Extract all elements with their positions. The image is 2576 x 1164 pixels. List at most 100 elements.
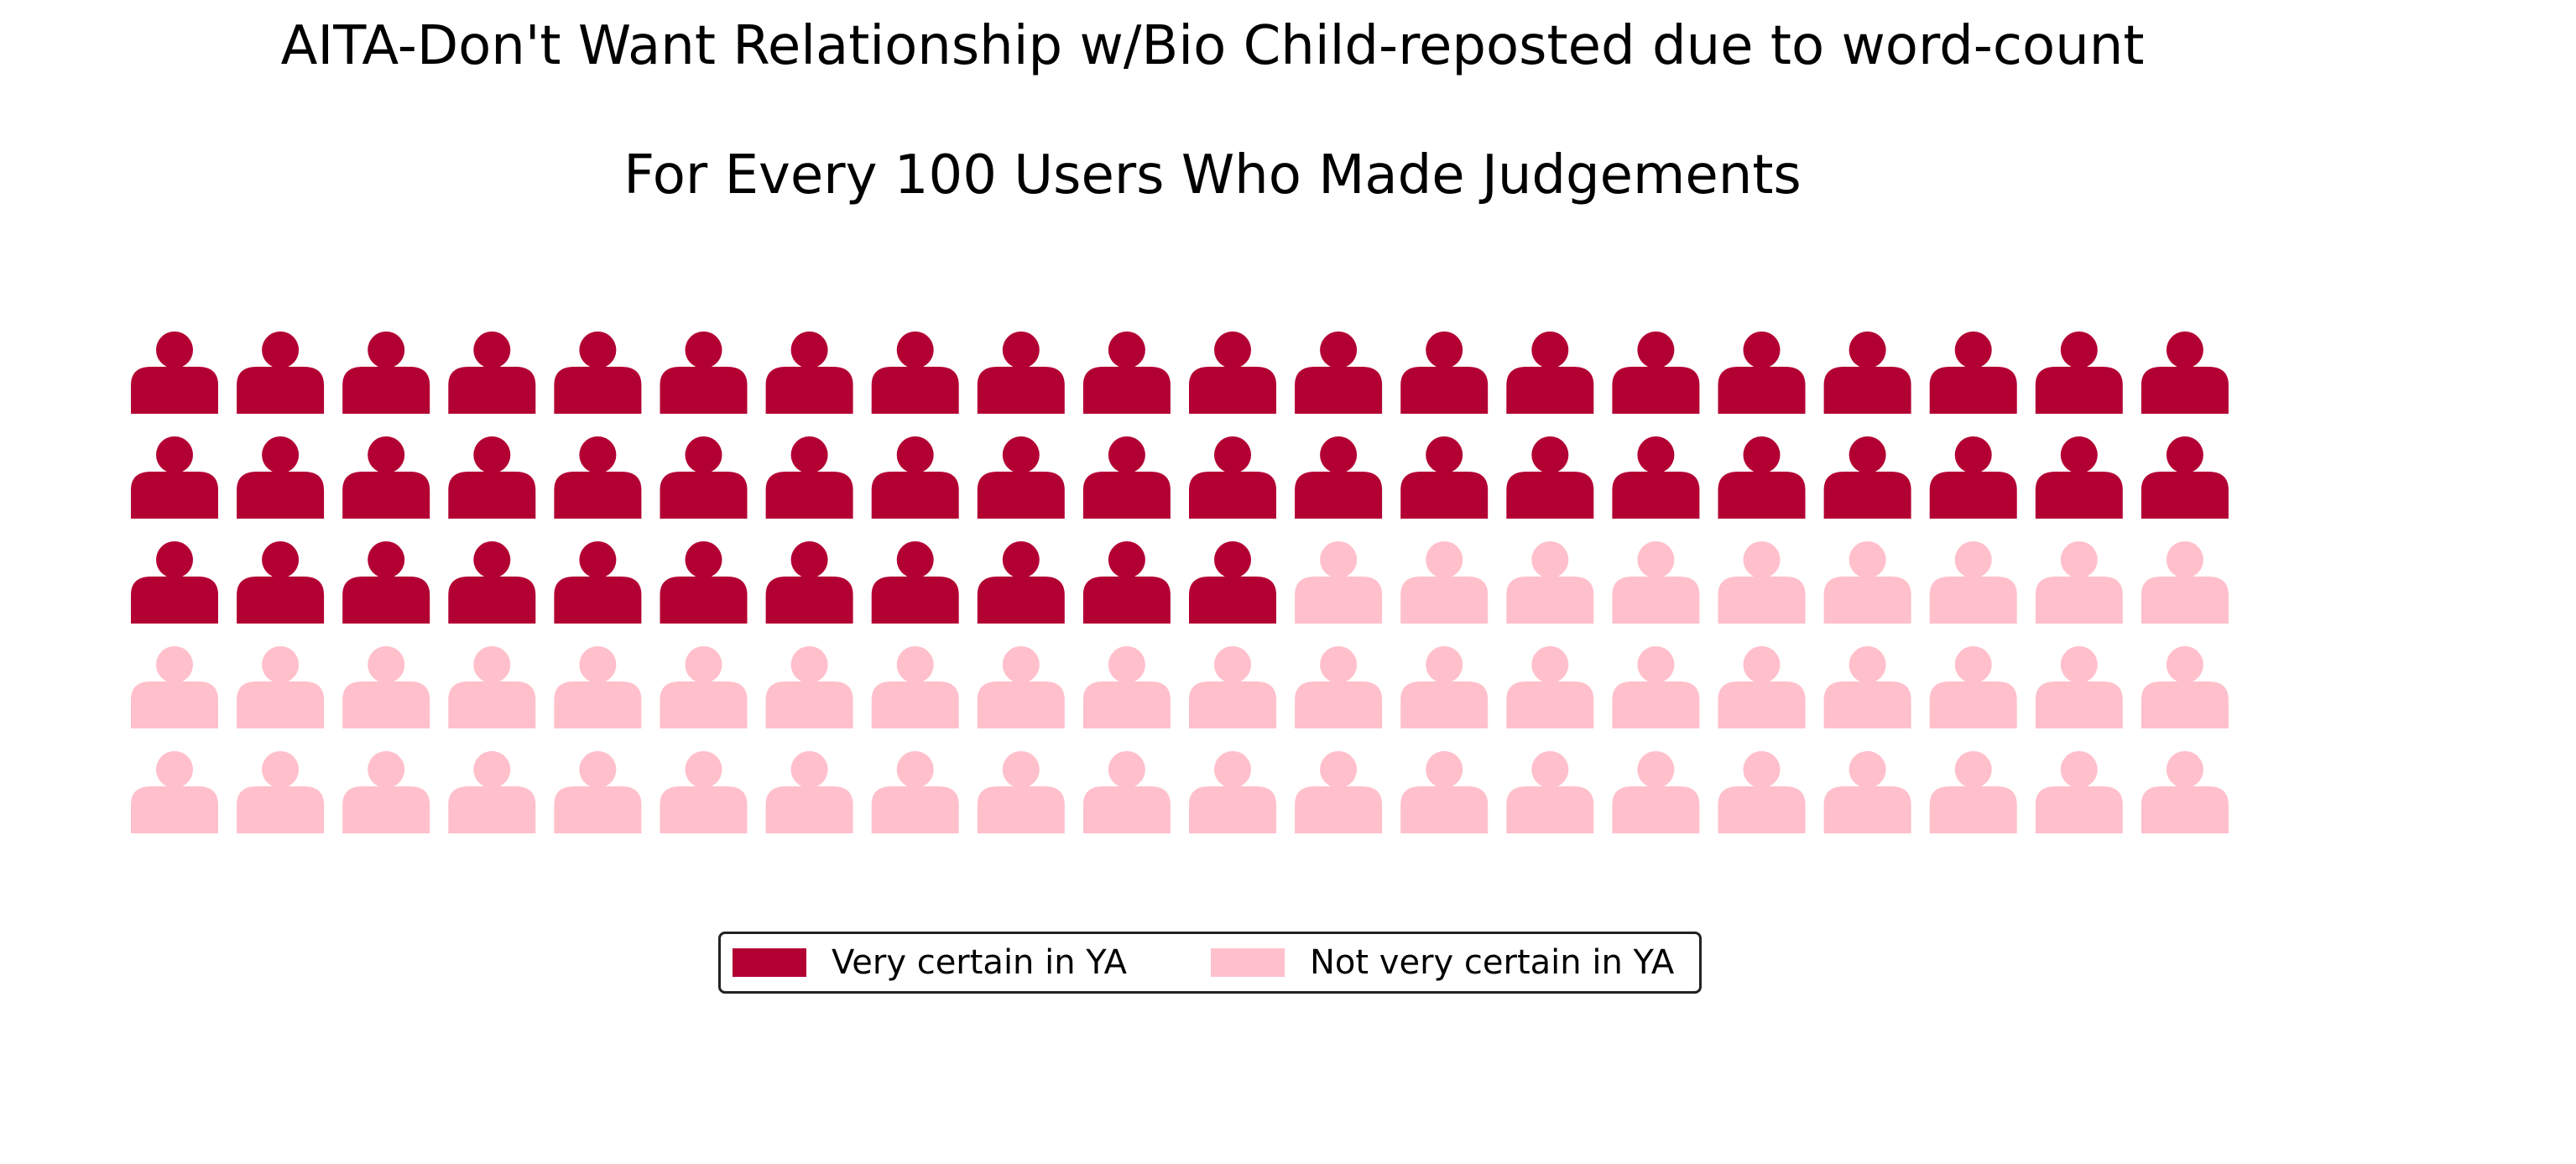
person-icon: [1823, 436, 1911, 519]
person-icon: [1612, 331, 1700, 414]
legend-swatch: [1211, 948, 1285, 977]
person-icon: [1929, 646, 2017, 728]
person-icon: [1929, 751, 2017, 833]
person-icon: [237, 751, 325, 833]
person-icon: [765, 646, 853, 728]
chart-legend: Very certain in YA Not very certain in Y…: [718, 932, 1702, 994]
person-icon: [448, 331, 536, 414]
person-icon: [660, 646, 748, 728]
person-icon: [1929, 436, 2017, 519]
person-icon: [1612, 436, 1700, 519]
person-icon: [342, 331, 430, 414]
person-icon: [1082, 436, 1171, 519]
person-icon: [1612, 541, 1700, 624]
person-icon: [448, 646, 536, 728]
person-icon: [871, 751, 959, 833]
person-icon: [765, 331, 853, 414]
person-icon: [342, 436, 430, 519]
person-icon: [2141, 541, 2229, 624]
person-icon: [1295, 541, 1383, 624]
person-icon: [765, 541, 853, 624]
person-icon: [2035, 541, 2123, 624]
legend-label: Not very certain in YA: [1310, 943, 1675, 982]
person-icon: [1718, 331, 1806, 414]
person-icon: [342, 646, 430, 728]
person-icon: [237, 646, 325, 728]
person-icon: [871, 331, 959, 414]
person-icon: [2141, 331, 2229, 414]
person-icon: [1082, 646, 1171, 728]
person-icon: [660, 436, 748, 519]
person-icon: [2141, 436, 2229, 519]
person-icon: [237, 541, 325, 624]
legend-item: Not very certain in YA: [1211, 934, 1674, 991]
person-icon: [1612, 751, 1700, 833]
person-icon: [871, 646, 959, 728]
person-icon: [237, 436, 325, 519]
person-icon: [554, 541, 642, 624]
legend-item: Very certain in YA: [733, 934, 1127, 991]
person-icon: [448, 541, 536, 624]
person-icon: [1295, 436, 1383, 519]
person-icon: [2035, 646, 2123, 728]
person-icon: [554, 751, 642, 833]
person-icon: [977, 436, 1065, 519]
waffle-chart: [131, 331, 2229, 833]
person-icon: [554, 436, 642, 519]
person-icon: [1506, 541, 1594, 624]
person-icon: [1400, 646, 1489, 728]
person-icon: [977, 331, 1065, 414]
person-icon: [1295, 331, 1383, 414]
person-icon: [660, 541, 748, 624]
person-icon: [1400, 751, 1489, 833]
person-icon: [131, 541, 218, 624]
person-icon: [131, 751, 218, 833]
person-icon: [131, 646, 218, 728]
person-icon: [1189, 541, 1276, 624]
chart-title: AITA-Don't Want Relationship w/Bio Child…: [280, 15, 2145, 77]
person-icon: [1189, 646, 1276, 728]
person-icon: [1718, 436, 1806, 519]
person-icon: [1823, 331, 1911, 414]
person-icon: [1400, 541, 1489, 624]
person-icon: [660, 751, 748, 833]
person-icon: [1823, 751, 1911, 833]
person-icon: [1506, 331, 1594, 414]
person-icon: [1082, 751, 1171, 833]
person-icon: [1082, 541, 1171, 624]
person-icon: [2035, 331, 2123, 414]
person-icon: [1295, 751, 1383, 833]
person-icon: [1189, 751, 1276, 833]
person-icon: [1823, 646, 1911, 728]
person-icon: [2141, 751, 2229, 833]
person-icon: [765, 751, 853, 833]
person-icon: [977, 646, 1065, 728]
person-icon: [1400, 331, 1489, 414]
person-icon: [2035, 436, 2123, 519]
person-icon: [131, 331, 218, 414]
person-icon: [1823, 541, 1911, 624]
person-icon: [765, 436, 853, 519]
person-icon: [1929, 541, 2017, 624]
chart-subtitle: For Every 100 Users Who Made Judgements: [623, 144, 1802, 206]
person-icon: [1506, 646, 1594, 728]
person-icon: [1400, 436, 1489, 519]
person-icon: [554, 331, 642, 414]
person-icon: [871, 541, 959, 624]
person-icon: [131, 436, 218, 519]
person-icon: [977, 541, 1065, 624]
person-icon: [1506, 436, 1594, 519]
person-icon: [660, 331, 748, 414]
person-icon: [1082, 331, 1171, 414]
person-icon: [448, 436, 536, 519]
person-icon: [342, 541, 430, 624]
person-icon: [342, 751, 430, 833]
person-icon: [1718, 646, 1806, 728]
person-icon: [1506, 751, 1594, 833]
person-icon: [1718, 541, 1806, 624]
person-icon: [2141, 646, 2229, 728]
person-icon: [977, 751, 1065, 833]
person-icon: [1929, 331, 2017, 414]
person-icon: [1189, 436, 1276, 519]
person-icon: [871, 436, 959, 519]
